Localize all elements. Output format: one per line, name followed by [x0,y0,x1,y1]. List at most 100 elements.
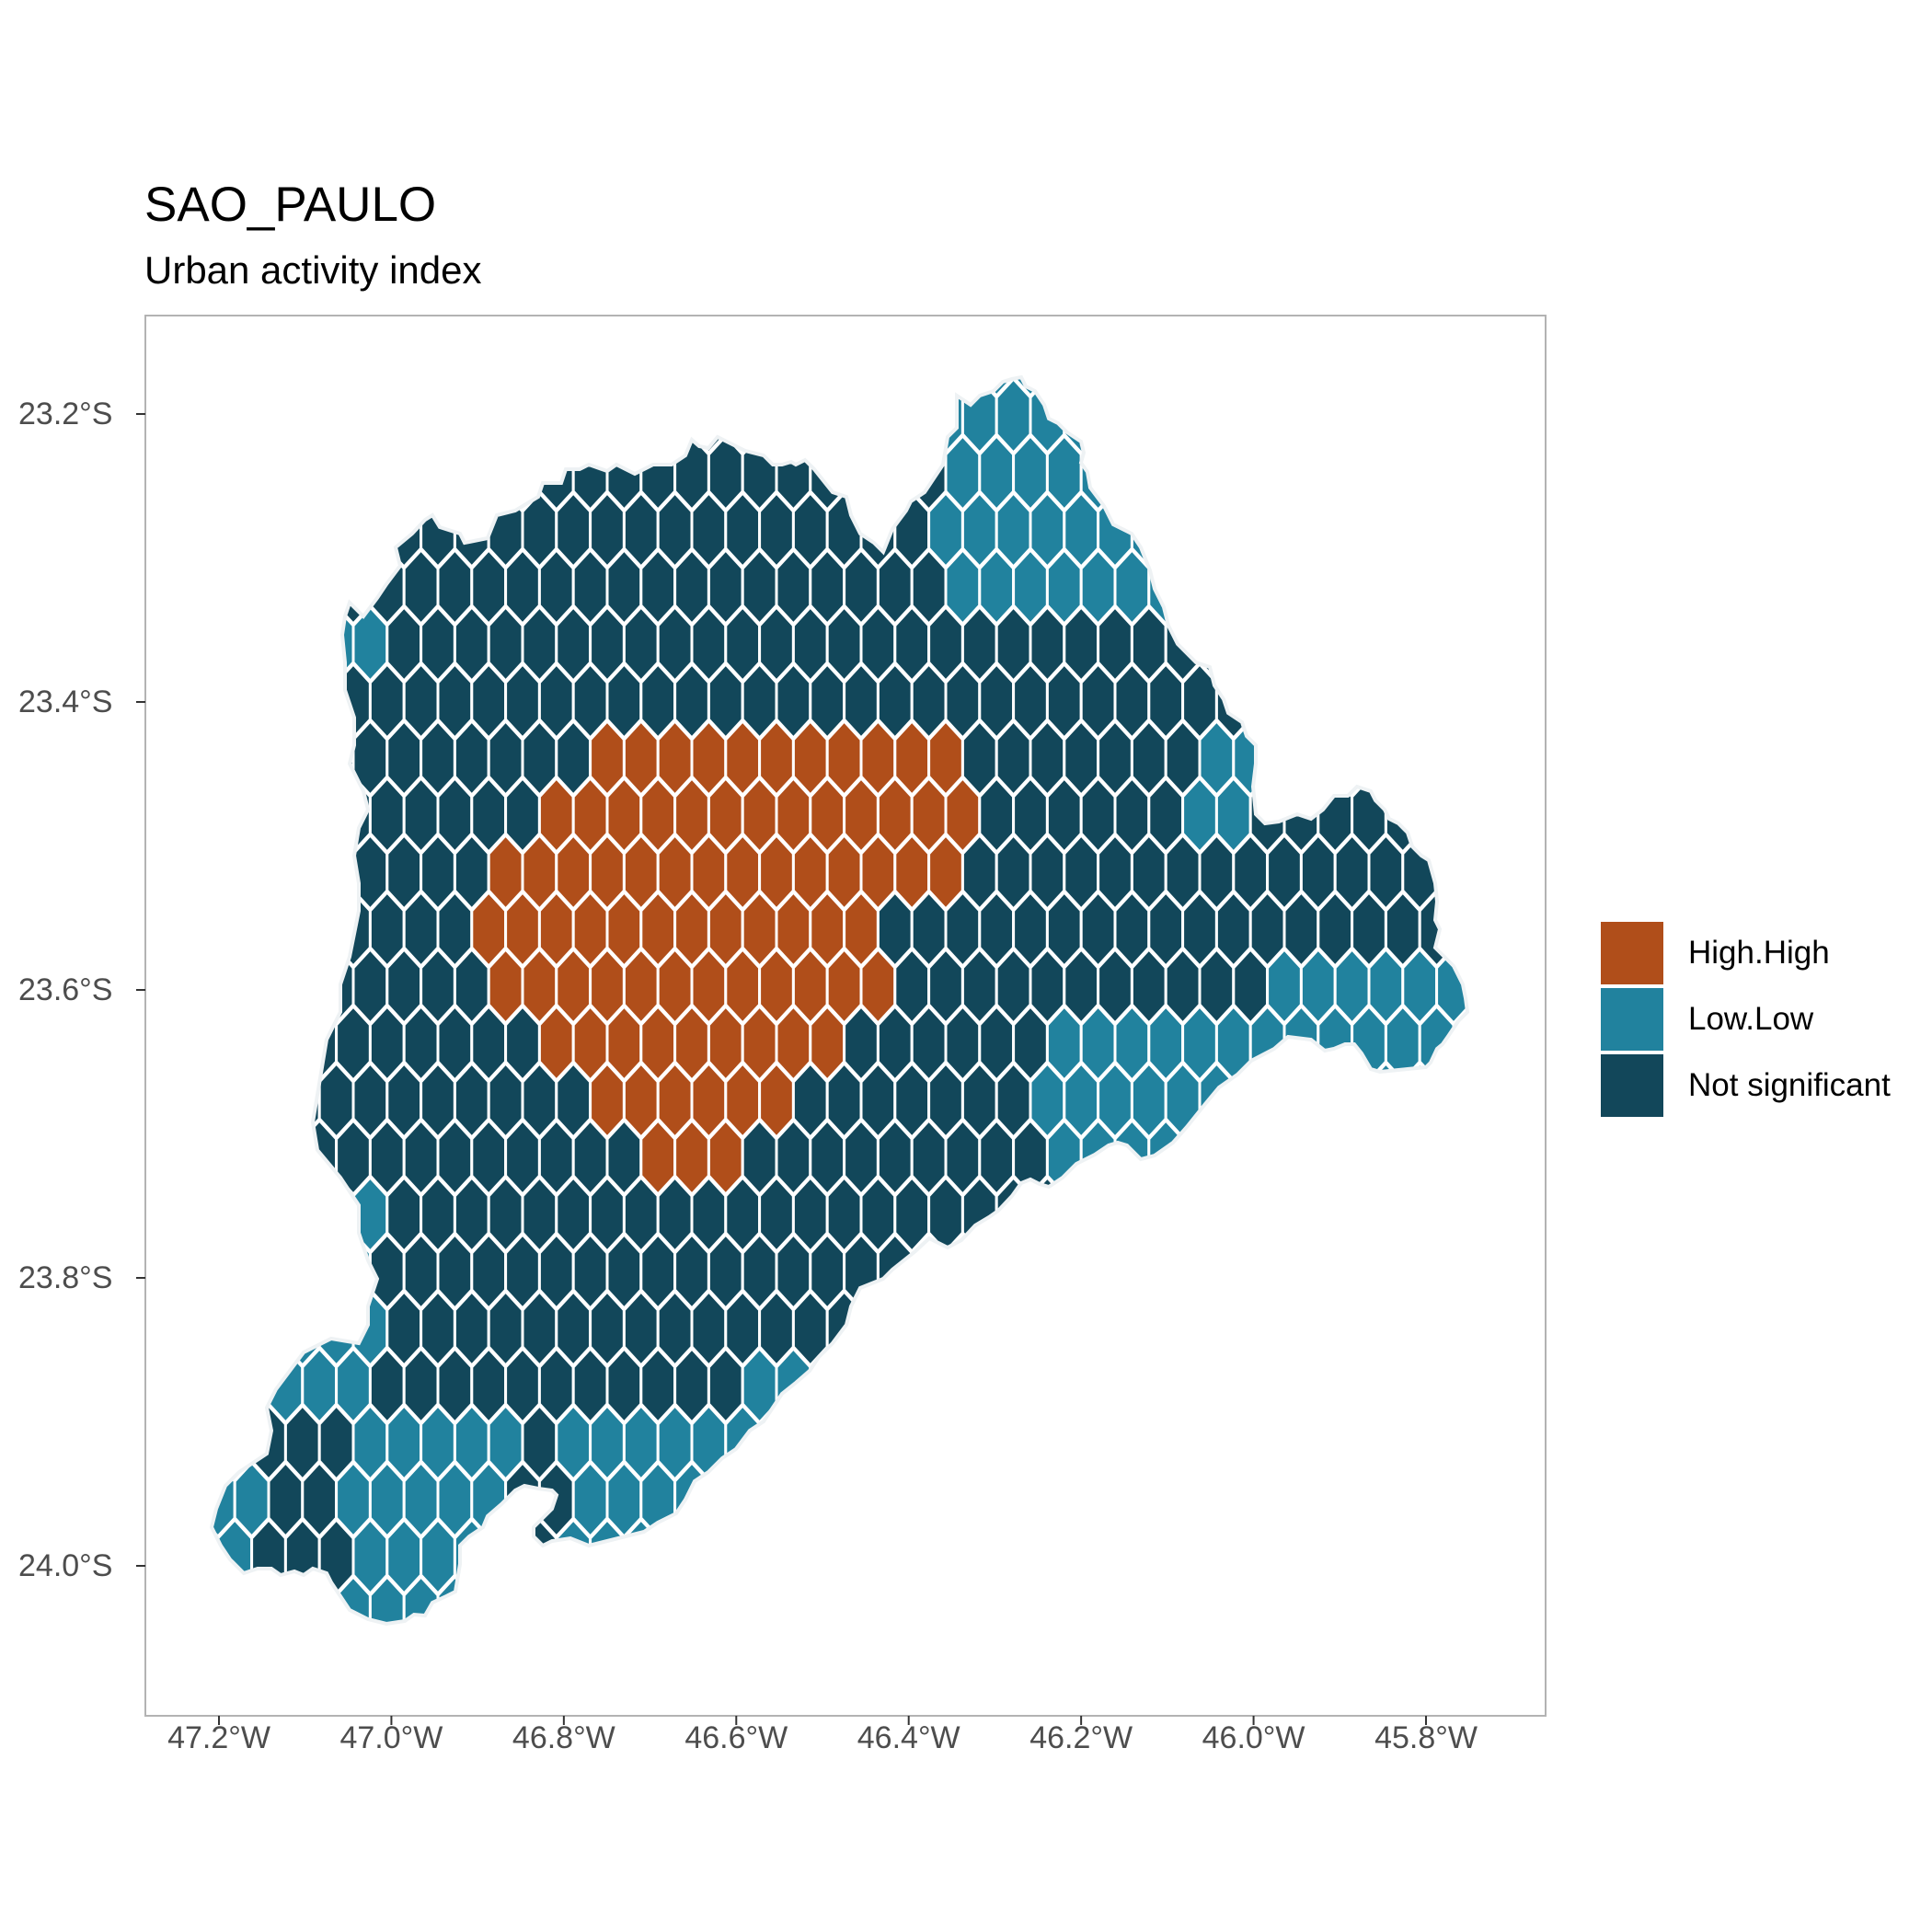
hex-cell-not-significant [1657,1463,1691,1536]
hex-cell-not-significant [1572,835,1606,909]
hex-cell-low-low [1639,493,1673,567]
legend-label: Not significant [1688,1067,1891,1103]
hex-cell-low-low [1555,322,1589,396]
legend-swatch-not-significant [1601,1054,1663,1117]
legend-item-low-low: Low.Low [1601,986,1914,1052]
hex-cell-not-significant [1673,607,1708,681]
hex-cell-not-significant [1606,835,1640,909]
hex-cell-not-significant [1623,1349,1657,1422]
x-tick-label: 46.0°W [1202,1720,1305,1755]
legend-swatch-high-high [1601,922,1663,984]
hex-cell-not-significant [1639,721,1673,795]
hex-cell-low-low [1657,550,1691,624]
legend-swatch-low-low [1601,988,1663,1051]
hex-cell-not-significant [1639,1178,1673,1251]
x-tick-label: 46.2°W [1029,1720,1133,1755]
hex-cell-not-significant [1673,1634,1708,1708]
map-title: SAO_PAULO [144,178,437,232]
hex-cell-not-significant [1657,1577,1691,1650]
hex-cell-not-significant [1639,835,1673,909]
hex-cell-not-significant [1657,1349,1691,1422]
x-tick-label: 46.4°W [857,1720,960,1755]
hex-cell-low-low [1623,436,1657,510]
x-tick-label: 47.2°W [167,1720,270,1755]
hex-cell-low-low [1572,493,1606,567]
hex-cell-not-significant [1623,1691,1657,1765]
hex-cell-not-significant [1673,721,1708,795]
hex-cell-low-low [1657,322,1691,396]
hex-cell-not-significant [1589,1463,1623,1536]
legend-label: High.High [1688,935,1830,971]
x-tick-label: 46.8°W [512,1720,615,1755]
hex-cell-not-significant [1673,1292,1708,1365]
legend-item-high-high: High.High [1601,920,1914,986]
hex-cell-not-significant [1673,1178,1708,1251]
hex-cell-low-low [1623,1121,1657,1194]
hex-cell-low-low [1623,322,1657,396]
hex-cell-not-significant [1555,892,1589,966]
legend-item-not-significant: Not significant [1601,1052,1914,1119]
hex-cell-low-low [1673,379,1708,453]
x-tick-label: 45.8°W [1374,1720,1478,1755]
hex-cell-not-significant [1639,1634,1673,1708]
hex-cell-low-low [1555,436,1589,510]
hex-cell-not-significant [1589,1235,1623,1308]
hex-cell-low-low [1589,322,1623,396]
map-subtitle: Urban activity index [144,248,482,292]
hex-cell-not-significant [1606,1406,1640,1479]
hex-cell-not-significant [1657,1691,1691,1765]
hex-cell-not-significant [1639,1520,1673,1593]
hex-cell-not-significant [1555,664,1589,738]
hex-cell-not-significant [1589,778,1623,852]
hex-cell-not-significant [1572,1634,1606,1708]
hex-cell-not-significant [1606,607,1640,681]
y-tick-label: 24.0°S [18,1548,113,1583]
hex-cell-not-significant [1639,1292,1673,1365]
hex-cell-low-low [1657,1121,1691,1194]
hex-cell-low-low [1639,379,1673,453]
hex-cell-not-significant [1572,607,1606,681]
hex-cell-not-significant [1555,1577,1589,1650]
legend-label: Low.Low [1688,1001,1814,1037]
hex-cell-not-significant [1606,1292,1640,1365]
hex-cell-not-significant [1657,1235,1691,1308]
hex-cell-not-significant [1572,1178,1606,1251]
hex-cell-low-low [1657,436,1691,510]
hex-cell-not-significant [1673,1406,1708,1479]
hex-cell-not-significant [1623,1235,1657,1308]
x-tick-label: 47.0°W [339,1720,443,1755]
hex-cell-not-significant [1572,1520,1606,1593]
hex-cell-not-significant [1555,1463,1589,1536]
hex-cell-not-significant [1589,664,1623,738]
hex-cell-low-low [1589,436,1623,510]
hex-cell-not-significant [1606,1520,1640,1593]
hex-cell-low-low [1589,1121,1623,1194]
hex-cell-low-low [1572,379,1606,453]
hex-cell-not-significant [1623,1463,1657,1536]
y-tick-label: 23.4°S [18,684,113,719]
hex-cell-not-significant [1623,778,1657,852]
hex-cell-low-low [1623,550,1657,624]
hex-cell-not-significant [1555,1349,1589,1422]
hex-cell-low-low [1606,379,1640,453]
hex-cell-not-significant [1606,1178,1640,1251]
y-tick-label: 23.8°S [18,1260,113,1295]
hex-cell-low-low [1555,550,1589,624]
hex-cell-not-significant [1673,1520,1708,1593]
hex-cell-not-significant [1657,664,1691,738]
hex-cell-not-significant [1606,721,1640,795]
hex-cell-not-significant [1572,1406,1606,1479]
hex-cell-not-significant [1589,1349,1623,1422]
hex-cell-not-significant [1572,721,1606,795]
x-tick-label: 46.6°W [684,1720,788,1755]
hex-cell-not-significant [1623,664,1657,738]
hex-cell-not-significant [1673,835,1708,909]
hex-cell-not-significant [1606,1634,1640,1708]
legend: High.High Low.Low Not significant [1601,920,1914,1119]
hex-cell-not-significant [1639,1406,1673,1479]
hex-cell-not-significant [1589,1577,1623,1650]
hex-cell-low-low [1555,1121,1589,1194]
hex-cell-not-significant [1555,1691,1589,1765]
hex-cell-not-significant [1623,1577,1657,1650]
